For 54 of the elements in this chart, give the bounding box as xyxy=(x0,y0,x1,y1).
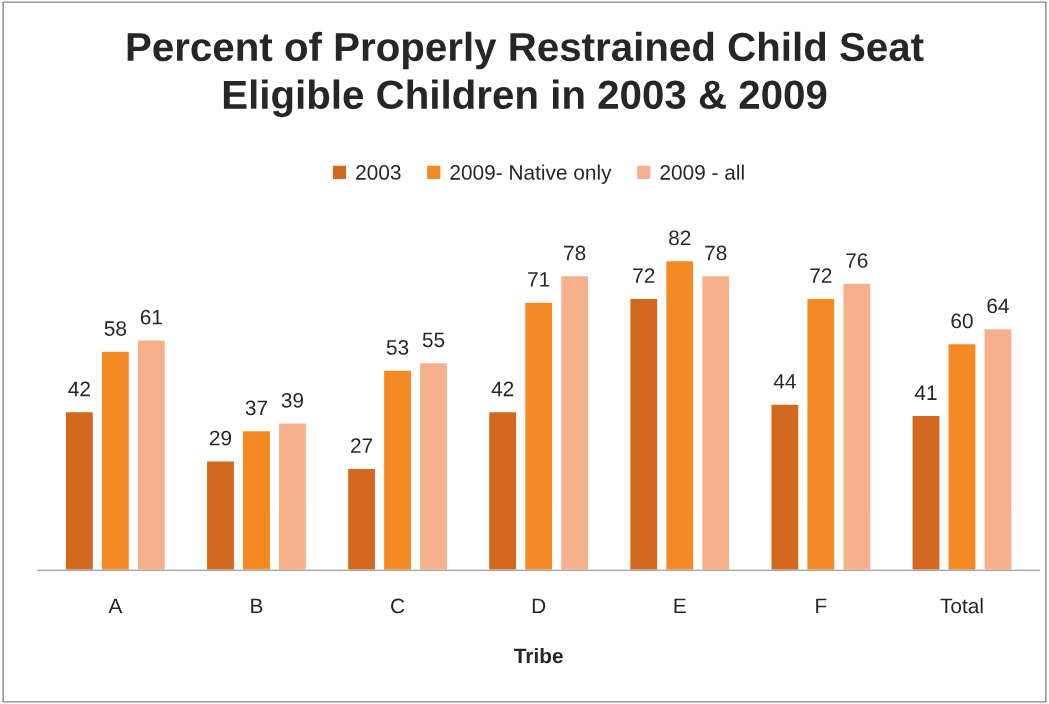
bar xyxy=(205,459,236,571)
legend-label: 2009- Native only xyxy=(450,164,612,184)
data-label: 60 xyxy=(951,313,973,329)
legend-label: 2003 xyxy=(356,165,401,180)
data-label: 64 xyxy=(987,298,1009,314)
data-label: 78 xyxy=(705,245,727,261)
x-tick-label: D xyxy=(532,598,546,614)
data-label: 55 xyxy=(422,332,445,348)
data-label: 53 xyxy=(386,340,409,355)
data-label: 42 xyxy=(68,381,90,397)
bar xyxy=(418,361,449,571)
data-label: 44 xyxy=(773,374,796,389)
legend-label: 2009 - all xyxy=(660,164,744,180)
data-label: 72 xyxy=(633,268,655,283)
bar xyxy=(947,342,977,571)
bar xyxy=(487,410,518,571)
bar xyxy=(806,297,836,571)
data-label: 61 xyxy=(140,309,162,325)
x-tick-label: F xyxy=(816,598,827,614)
bar xyxy=(911,414,941,571)
bar xyxy=(100,350,131,571)
bar xyxy=(136,339,167,571)
x-tick-label: B xyxy=(251,598,263,614)
data-label: 42 xyxy=(491,381,514,397)
bar xyxy=(277,422,308,571)
data-label: 72 xyxy=(810,268,832,283)
x-tick-label: A xyxy=(108,598,123,614)
bar xyxy=(842,282,872,571)
x-tick-label: C xyxy=(391,598,405,614)
bar xyxy=(241,429,272,571)
bar xyxy=(983,327,1013,571)
bar xyxy=(559,274,590,571)
bar xyxy=(382,369,413,571)
data-label: 29 xyxy=(209,430,232,446)
data-label: 78 xyxy=(564,245,586,261)
x-axis-title: Tribe xyxy=(514,647,563,664)
data-label: 58 xyxy=(104,321,127,336)
x-tick-label: E xyxy=(674,598,686,614)
bar xyxy=(628,297,659,571)
data-label: 76 xyxy=(846,253,868,268)
bar xyxy=(664,259,695,571)
data-label: 27 xyxy=(351,438,373,453)
data-label: 39 xyxy=(281,392,304,408)
bar xyxy=(523,301,554,571)
data-label: 82 xyxy=(669,230,691,246)
x-tick-label: Total xyxy=(940,598,983,614)
data-label: 41 xyxy=(914,385,937,400)
bar xyxy=(700,274,731,571)
bar xyxy=(346,467,377,571)
chart-title: Percent of Properly Restrained Child Seat Eligible Children in 2003 & 2009 xyxy=(127,31,924,118)
bar xyxy=(770,403,800,571)
data-label: 71 xyxy=(528,272,550,287)
bar xyxy=(64,410,95,571)
data-label: 37 xyxy=(245,400,268,416)
